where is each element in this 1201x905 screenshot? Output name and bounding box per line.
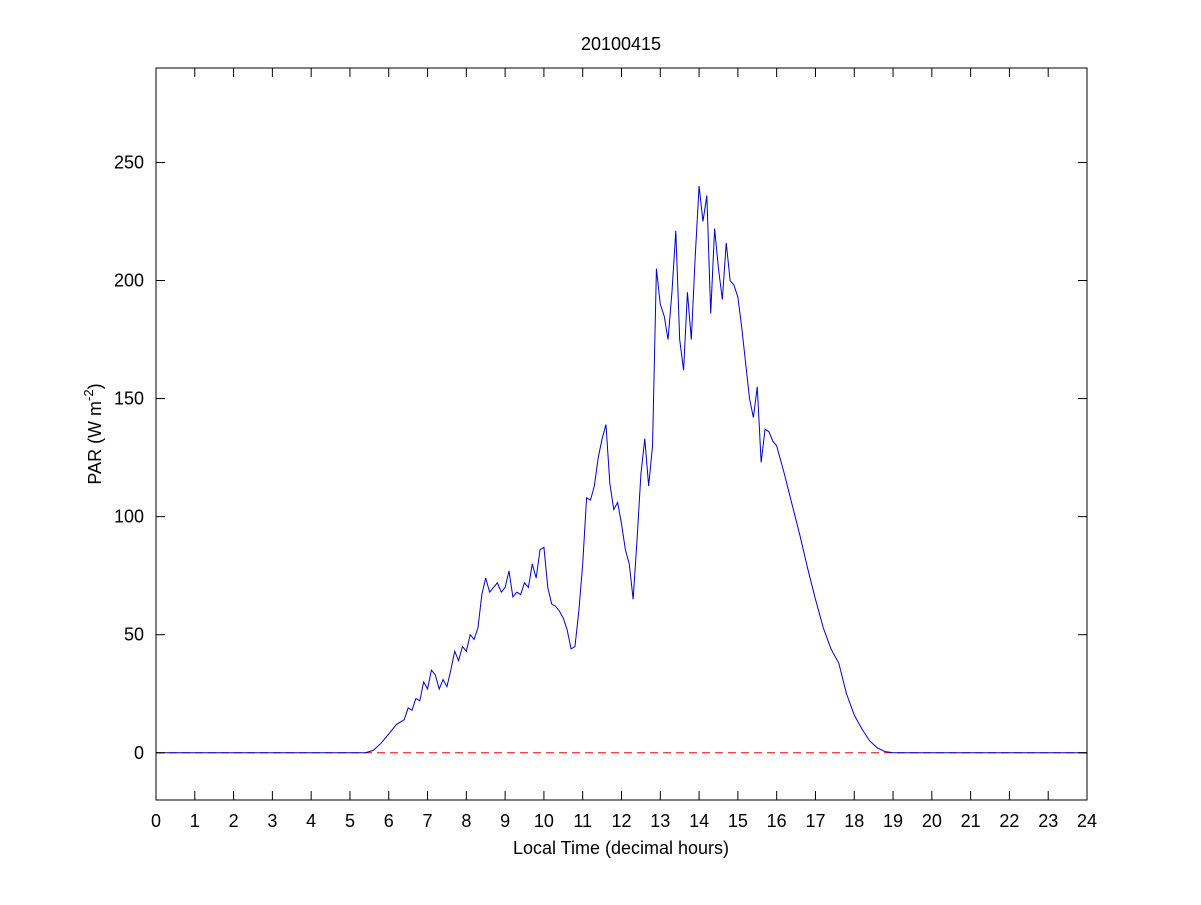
- x-tick-label: 18: [844, 811, 864, 831]
- x-tick-label: 6: [384, 811, 394, 831]
- data-line: [156, 186, 1087, 754]
- y-label-part: PAR (W m: [85, 401, 105, 485]
- y-label-part: ): [85, 383, 105, 389]
- y-tick-label: 150: [114, 389, 144, 409]
- x-tick-label: 22: [999, 811, 1019, 831]
- y-label-sup: -2: [81, 389, 96, 401]
- x-tick-label: 13: [650, 811, 670, 831]
- y-tick-label: 200: [114, 271, 144, 291]
- x-tick-label: 9: [500, 811, 510, 831]
- x-tick-label: 3: [267, 811, 277, 831]
- y-tick-label: 250: [114, 152, 144, 172]
- x-tick-label: 23: [1038, 811, 1058, 831]
- x-axis-label: Local Time (decimal hours): [513, 838, 729, 858]
- x-tick-label: 1: [190, 811, 200, 831]
- y-tick-label: 0: [134, 743, 144, 763]
- x-tick-label: 10: [534, 811, 554, 831]
- x-tick-label: 16: [767, 811, 787, 831]
- x-tick-label: 15: [728, 811, 748, 831]
- x-tick-label: 12: [611, 811, 631, 831]
- x-tick-label: 14: [689, 811, 709, 831]
- y-tick-label: 50: [124, 625, 144, 645]
- x-tick-label: 24: [1077, 811, 1097, 831]
- x-tick-label: 5: [345, 811, 355, 831]
- x-tick-label: 20: [922, 811, 942, 831]
- y-axis-label: PAR (W m-2): [81, 383, 105, 484]
- x-tick-label: 11: [573, 811, 592, 831]
- chart-title: 20100415: [581, 34, 661, 54]
- x-tick-label: 21: [961, 811, 981, 831]
- x-tick-label: 8: [461, 811, 471, 831]
- y-tick-label: 100: [114, 507, 144, 527]
- x-tick-label: 7: [423, 811, 433, 831]
- x-tick-label: 2: [229, 811, 239, 831]
- x-tick-label: 4: [306, 811, 316, 831]
- x-tick-label: 17: [805, 811, 825, 831]
- x-tick-label: 19: [883, 811, 903, 831]
- x-tick-label: 0: [151, 811, 161, 831]
